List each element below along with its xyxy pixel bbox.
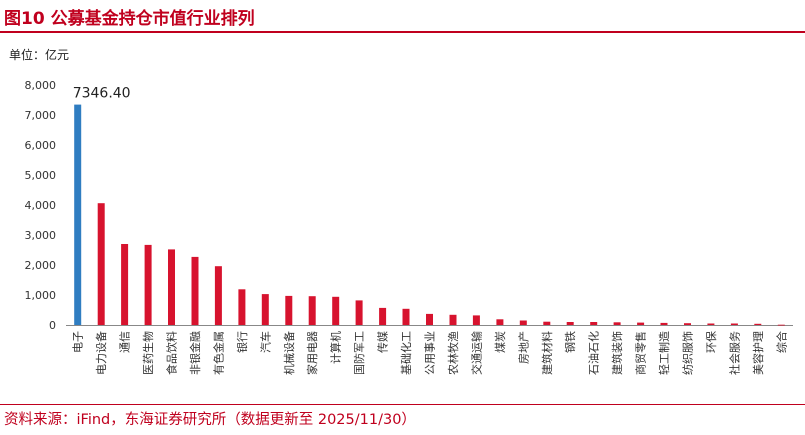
category-label: 交通运输 <box>469 331 483 375</box>
category-label: 综合 <box>774 331 788 353</box>
bar <box>121 244 129 325</box>
bar <box>191 256 199 325</box>
category-label: 电力设备 <box>94 331 108 375</box>
bar <box>168 249 175 325</box>
source-note: 资料来源：iFind，东海证券研究所（数据更新至 2025/11/30） <box>4 412 416 428</box>
category-label: 纺织服饰 <box>681 331 695 375</box>
y-tick-label: 7,000 <box>25 109 57 122</box>
bar <box>308 296 316 325</box>
category-label: 医药生物 <box>141 331 155 375</box>
bar <box>144 244 152 325</box>
bar <box>74 104 82 325</box>
category-label: 房地产 <box>516 331 530 364</box>
y-tick-label: 2,000 <box>25 259 57 272</box>
category-label: 公用事业 <box>424 331 437 375</box>
y-tick-label: 0 <box>49 319 56 332</box>
bar <box>332 296 340 325</box>
category-label: 非银金融 <box>188 331 202 375</box>
bar <box>402 308 410 325</box>
category-label: 基础化工 <box>399 331 413 375</box>
bar <box>613 322 621 325</box>
bar <box>449 314 457 325</box>
unit-label: 单位：亿元 <box>9 48 70 62</box>
category-label: 电子 <box>72 331 85 353</box>
category-label: 美容护理 <box>751 331 765 375</box>
category-label: 机械设备 <box>282 331 296 375</box>
bar <box>590 322 598 325</box>
category-label: 钢铁 <box>564 331 577 353</box>
category-label: 汽车 <box>258 331 272 353</box>
category-label: 银行 <box>235 331 249 353</box>
y-tick-label: 5,000 <box>25 169 57 182</box>
category-label: 轻工制造 <box>657 331 671 375</box>
category-label: 国防军工 <box>352 331 366 375</box>
source-divider <box>0 404 805 405</box>
category-label: 石油石化 <box>587 331 601 375</box>
bar <box>261 294 269 325</box>
category-label: 通信 <box>119 331 132 353</box>
bar <box>566 322 574 325</box>
bar <box>472 315 480 325</box>
bar <box>519 320 527 325</box>
category-label: 农林牧渔 <box>446 331 460 375</box>
bar <box>379 307 387 325</box>
category-label: 食品饮料 <box>165 331 179 375</box>
bar <box>660 322 668 325</box>
bar <box>707 323 715 325</box>
bar <box>426 313 433 325</box>
category-label: 建筑装饰 <box>610 331 624 375</box>
y-tick-label: 1,000 <box>25 289 57 302</box>
title-divider <box>0 31 805 33</box>
bar-chart: 0 1,000 2,000 3,000 4,000 5,000 6,000 7,000 8,00… <box>25 79 793 375</box>
y-tick-label: 3,000 <box>25 229 57 242</box>
category-label: 传媒 <box>377 331 390 353</box>
bar <box>214 266 222 325</box>
category-label: 计算机 <box>329 331 343 364</box>
y-tick-label: 6,000 <box>25 139 57 152</box>
bar <box>97 203 105 325</box>
bar <box>684 323 691 325</box>
category-label: 家用电器 <box>305 331 319 375</box>
y-tick-label: 4,000 <box>25 199 57 212</box>
bar <box>637 322 645 325</box>
bar <box>777 324 785 326</box>
bar <box>730 323 738 325</box>
category-label: 有色金属 <box>211 331 225 375</box>
bar <box>355 300 363 325</box>
bar <box>238 289 246 325</box>
category-label: 建筑材料 <box>540 331 554 375</box>
bar <box>543 321 551 325</box>
bar <box>285 295 293 325</box>
bar <box>496 319 504 325</box>
category-label: 环保 <box>704 331 718 353</box>
category-label: 煤炭 <box>494 331 507 353</box>
figure-title: 图10 公募基金持仓市值行业排列 <box>4 9 255 29</box>
category-label: 商贸零售 <box>634 331 648 375</box>
bar <box>754 323 762 325</box>
data-label: 7346.40 <box>73 86 131 102</box>
category-label: 社会服务 <box>727 331 741 375</box>
y-tick-label: 8,000 <box>25 79 57 92</box>
